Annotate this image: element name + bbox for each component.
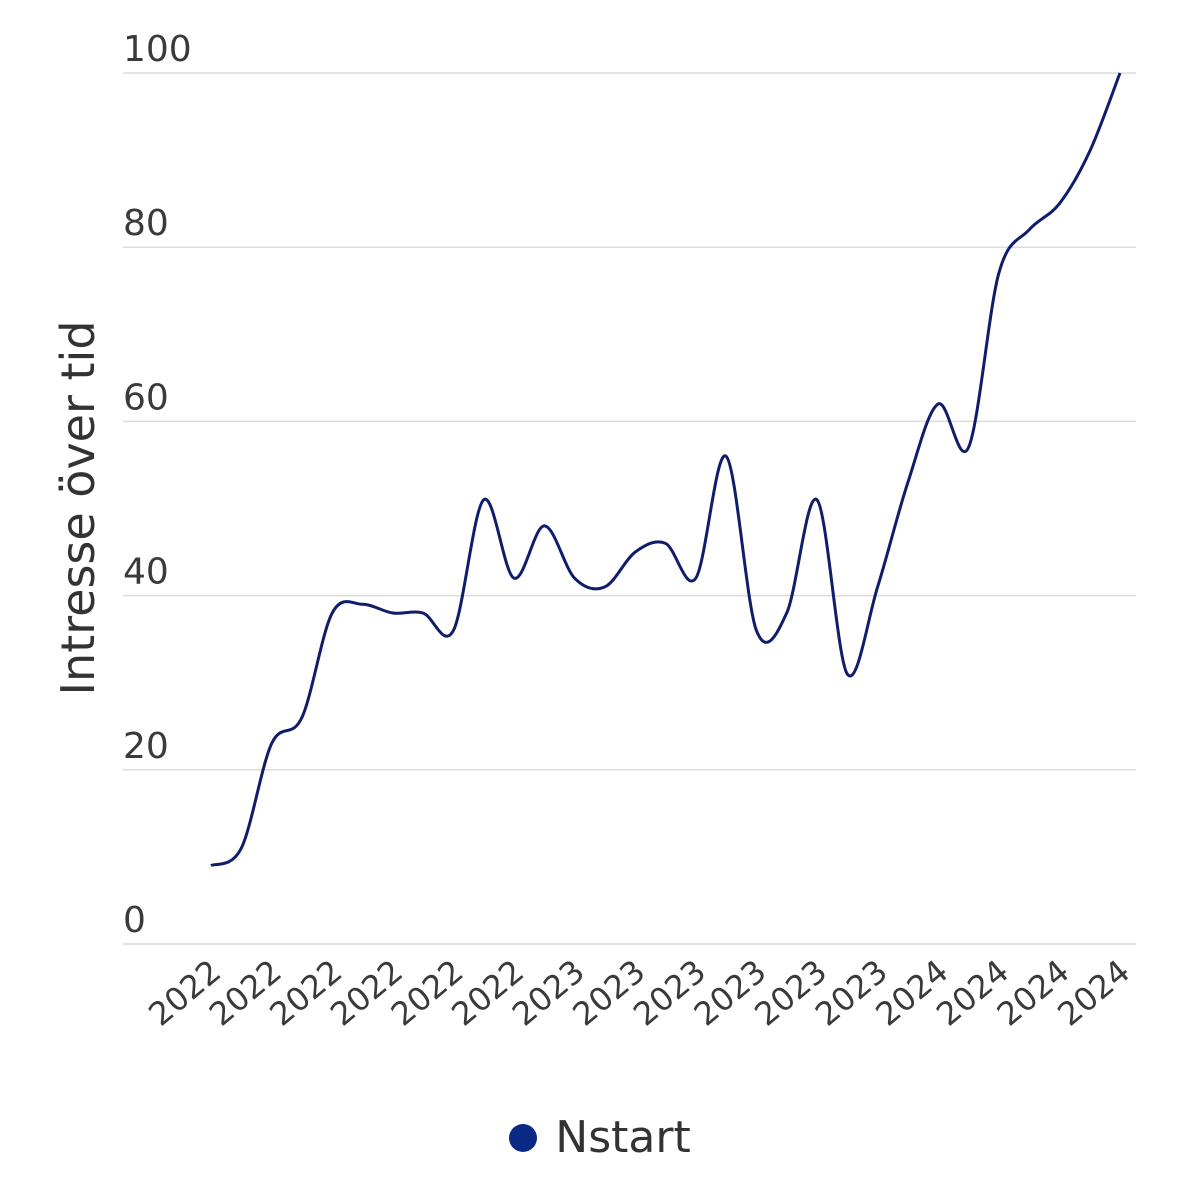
y-tick-label: 100 (123, 29, 192, 70)
y-tick-label: 40 (123, 552, 169, 593)
y-tick-label: 20 (123, 726, 169, 767)
x-tick-label: 2024 (1050, 952, 1137, 1033)
legend-label: Nstart (555, 1112, 691, 1163)
y-tick-label: 80 (123, 203, 169, 244)
legend: Nstart (0, 1112, 1200, 1163)
y-tick-label: 60 (123, 377, 169, 418)
y-axis-label: Intresse över tid (51, 320, 105, 695)
y-tick-label: 0 (123, 900, 146, 941)
legend-marker (509, 1123, 538, 1152)
series-line-nstart (210, 72, 1122, 868)
